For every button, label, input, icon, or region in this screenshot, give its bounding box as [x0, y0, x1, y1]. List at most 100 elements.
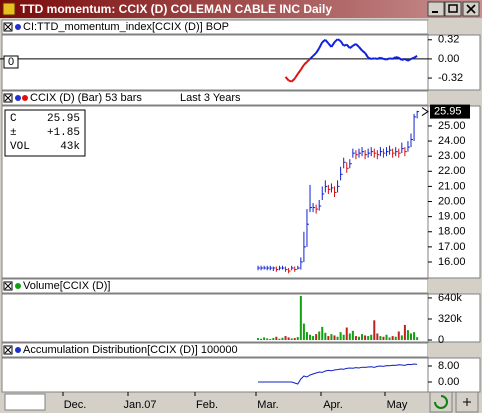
x-tick-label: May — [387, 399, 408, 411]
momentum-segment — [339, 40, 345, 47]
panel-close-icon — [4, 346, 12, 354]
y-tick-label: 17.00 — [438, 241, 466, 253]
momentum-segment — [330, 41, 336, 48]
window-buttons[interactable] — [427, 1, 480, 17]
symbol-input[interactable] — [4, 393, 46, 411]
axis-area — [427, 357, 481, 393]
volume-bar — [269, 339, 272, 341]
axis-area — [427, 293, 481, 343]
y-tick-label: 18.00 — [438, 226, 466, 238]
y-tick-label: 0 — [438, 334, 444, 346]
momentum-segment — [296, 69, 302, 75]
volume-bar — [394, 336, 397, 341]
panel-title: CCIX (D) (Bar) 53 bars — [30, 92, 142, 104]
zero-box — [3, 55, 19, 69]
momentum-segment — [306, 58, 311, 63]
y-tick-label: -0.32 — [438, 72, 463, 84]
panel-close-icon — [4, 23, 12, 31]
x-tick-label: Jan.07 — [123, 399, 156, 411]
plot-area — [1, 357, 429, 393]
momentum-segment — [355, 43, 360, 48]
momentum-segment — [290, 77, 296, 83]
momentum-segment — [404, 58, 409, 62]
volume-bar — [345, 327, 348, 341]
info-value: +1.85 — [47, 127, 80, 139]
volume-bar — [336, 336, 339, 341]
plot-area — [1, 34, 429, 91]
volume-bar — [266, 338, 269, 341]
volume-bar — [406, 330, 409, 341]
volume-bar — [388, 337, 391, 341]
axis-header — [428, 343, 482, 357]
volume-bar — [293, 338, 296, 341]
momentum-segment — [383, 57, 387, 61]
momentum-segment — [299, 64, 305, 71]
momentum-segment — [288, 79, 293, 83]
y-tick-label: 20.00 — [438, 195, 466, 207]
momentum-segment — [401, 57, 406, 62]
info-key: VOL — [10, 141, 30, 153]
volume-bar — [364, 335, 367, 341]
info-value: 43k — [60, 141, 80, 153]
volume-bar — [302, 323, 305, 341]
volume-bar — [351, 330, 354, 341]
panel-close-icon — [4, 282, 12, 290]
zero-box-label: 0 — [8, 56, 14, 68]
y-tick-label: 23.00 — [438, 150, 466, 162]
volume-bar — [400, 335, 403, 341]
volume-bar — [413, 332, 416, 341]
panel-title: Accumulation Distribution[CCIX (D)] 1000… — [23, 344, 238, 356]
volume-bar — [309, 334, 312, 341]
volume-bar — [275, 336, 278, 341]
volume-bar — [290, 338, 293, 341]
x-tick-label: Feb. — [196, 399, 218, 411]
momentum-segment — [374, 57, 378, 60]
momentum-segment — [345, 43, 351, 49]
momentum-segment — [367, 56, 372, 60]
volume-bar — [312, 336, 315, 341]
momentum-segment — [358, 46, 363, 52]
volume-bar — [299, 295, 302, 341]
minimize-button[interactable] — [427, 1, 445, 17]
volume-bar — [272, 338, 275, 341]
app-icon — [2, 2, 16, 16]
series-dot — [22, 95, 28, 101]
x-tick-label: Apr. — [323, 399, 343, 411]
volume-bar — [284, 336, 287, 341]
volume-bar — [376, 333, 379, 341]
volume-bar — [416, 337, 419, 341]
momentum-segment — [284, 76, 290, 82]
volume-bar — [333, 335, 336, 341]
momentum-segment — [407, 58, 412, 62]
last-price-label: 25.95 — [434, 105, 462, 117]
volume-bar — [305, 332, 308, 341]
axis-header — [428, 91, 482, 105]
y-tick-label: 25.00 — [438, 120, 466, 132]
y-tick-label: 16.00 — [438, 256, 466, 268]
series-dot — [15, 24, 21, 30]
volume-bar — [263, 337, 266, 341]
info-key: ± — [10, 127, 17, 139]
volume-bar — [379, 336, 382, 341]
refresh-icon — [434, 395, 448, 409]
momentum-segment — [386, 57, 390, 61]
volume-bar — [330, 334, 333, 341]
info-value: 25.95 — [47, 113, 80, 125]
volume-bar — [260, 338, 263, 341]
series-dot — [15, 95, 21, 101]
ad-line — [258, 363, 418, 385]
info-box — [4, 109, 86, 157]
y-tick-label: 8.00 — [438, 360, 459, 372]
momentum-segment — [392, 56, 397, 60]
y-tick-label: 0.00 — [438, 376, 459, 388]
volume-bar — [321, 326, 324, 341]
refresh-button[interactable] — [429, 391, 453, 413]
y-tick-label: 24.00 — [438, 135, 466, 147]
maximize-icon — [448, 4, 458, 13]
panel-subtitle: Last 3 Years — [180, 92, 241, 104]
momentum-segment — [312, 52, 317, 57]
panel-title: Volume[CCIX (D)] — [23, 280, 110, 292]
maximize-button[interactable] — [444, 1, 462, 17]
y-tick-label: 19.00 — [438, 211, 466, 223]
